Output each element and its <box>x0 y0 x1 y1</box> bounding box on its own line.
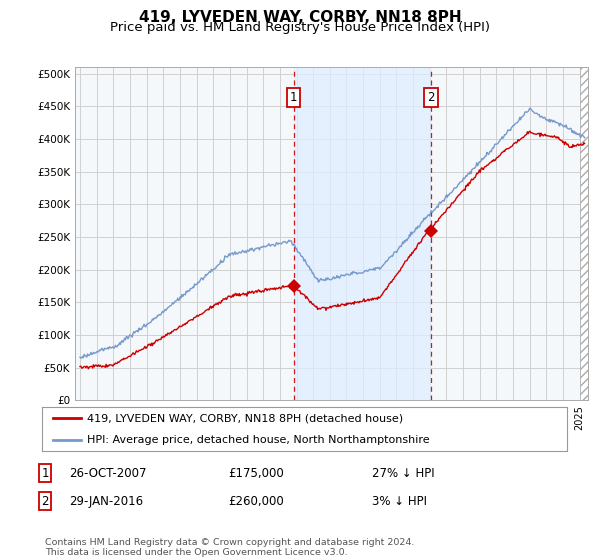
Text: 3% ↓ HPI: 3% ↓ HPI <box>372 494 427 508</box>
Text: Contains HM Land Registry data © Crown copyright and database right 2024.
This d: Contains HM Land Registry data © Crown c… <box>45 538 415 557</box>
Text: 1: 1 <box>41 466 49 480</box>
Text: 26-OCT-2007: 26-OCT-2007 <box>69 466 146 480</box>
Text: 419, LYVEDEN WAY, CORBY, NN18 8PH (detached house): 419, LYVEDEN WAY, CORBY, NN18 8PH (detac… <box>86 413 403 423</box>
Text: Price paid vs. HM Land Registry's House Price Index (HPI): Price paid vs. HM Land Registry's House … <box>110 21 490 34</box>
Text: 29-JAN-2016: 29-JAN-2016 <box>69 494 143 508</box>
Text: HPI: Average price, detached house, North Northamptonshire: HPI: Average price, detached house, Nort… <box>86 435 429 445</box>
Text: 2: 2 <box>427 91 435 104</box>
Text: 419, LYVEDEN WAY, CORBY, NN18 8PH: 419, LYVEDEN WAY, CORBY, NN18 8PH <box>139 10 461 25</box>
Text: £260,000: £260,000 <box>228 494 284 508</box>
Bar <box>293 67 431 400</box>
Text: 2: 2 <box>41 494 49 508</box>
Bar <box>580 67 588 400</box>
Text: 27% ↓ HPI: 27% ↓ HPI <box>372 466 434 480</box>
Text: £175,000: £175,000 <box>228 466 284 480</box>
Text: 1: 1 <box>290 91 297 104</box>
